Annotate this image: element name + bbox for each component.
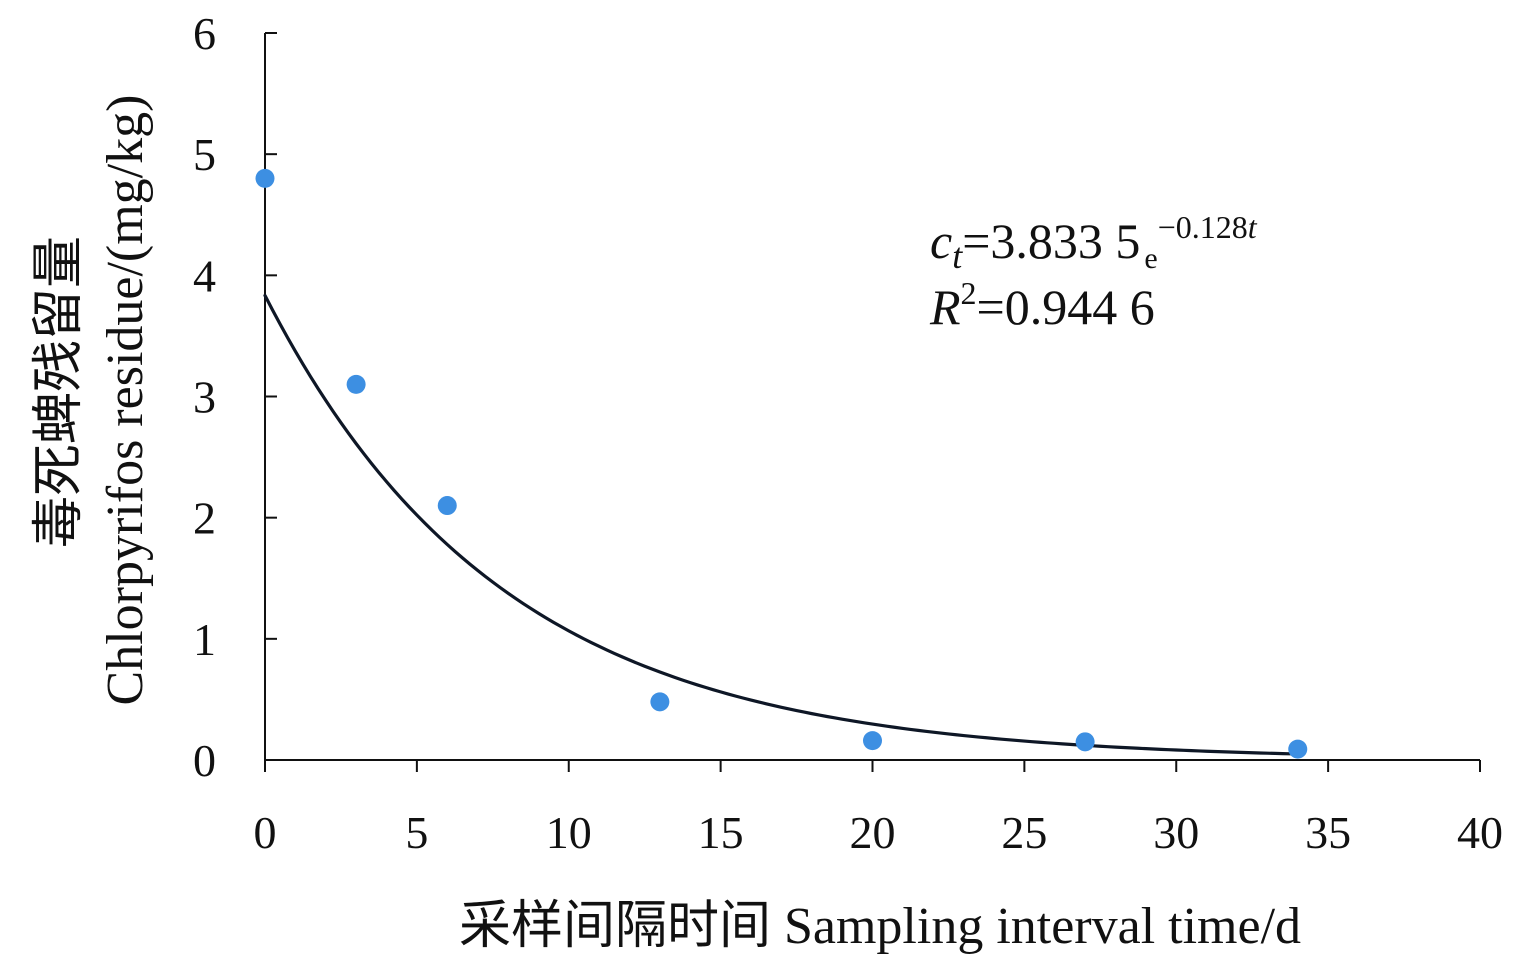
axes-layer: 0 5 10 15 20 25 30 35 40 0 1 2 3 4 5 6: [193, 8, 1503, 858]
r-squared-variable: R: [929, 279, 961, 335]
data-point: [255, 168, 275, 188]
y-tick-label: 2: [193, 493, 216, 544]
equation-variable: c: [930, 213, 952, 269]
r-squared-annotation: R2=0.944 6: [929, 275, 1155, 335]
data-point: [1075, 732, 1095, 752]
equation-coefficient: =3.833 5: [962, 213, 1140, 269]
data-point: [346, 374, 366, 394]
equation-base: e: [1144, 242, 1157, 275]
equation-annotation: ct=3.833 5 e−0.128t: [930, 209, 1258, 276]
y-tick-label: 1: [193, 614, 216, 665]
x-tick-label: 20: [850, 807, 896, 858]
equation-exponent: −0.128: [1158, 209, 1248, 245]
y-axis-title-en: Chlorpyrifos residue/(mg/kg): [97, 95, 154, 706]
equation-subscript: t: [952, 236, 963, 276]
x-tick-label: 15: [698, 807, 744, 858]
x-tick-label: 0: [254, 807, 277, 858]
x-tick-label: 10: [546, 807, 592, 858]
data-points-layer: [255, 168, 1308, 759]
x-tick-label: 35: [1305, 807, 1351, 858]
x-tick-label: 30: [1153, 807, 1199, 858]
y-tick-label: 0: [193, 735, 216, 786]
x-axis-title: 采样间隔时间 Sampling interval time/d: [459, 898, 1301, 955]
fit-curve: [263, 293, 1300, 756]
x-tick-label: 5: [405, 807, 428, 858]
data-point: [863, 731, 882, 751]
x-tick-label: 40: [1457, 807, 1503, 858]
data-point: [437, 496, 457, 516]
y-tick-label: 4: [193, 250, 216, 301]
x-tick-label: 25: [1001, 807, 1047, 858]
data-point: [650, 692, 670, 712]
fit-curve-layer: [263, 293, 1300, 756]
r-squared-superscript: 2: [961, 275, 977, 311]
y-tick-label: 3: [193, 372, 216, 423]
y-tick-label: 5: [193, 129, 216, 180]
data-point: [1288, 739, 1308, 759]
y-tick-label: 6: [193, 8, 216, 59]
r-squared-value: =0.944 6: [977, 279, 1155, 335]
equation-exponent-variable: t: [1248, 209, 1258, 245]
y-axis-title-cn: 毒死蜱残留量: [31, 236, 88, 548]
